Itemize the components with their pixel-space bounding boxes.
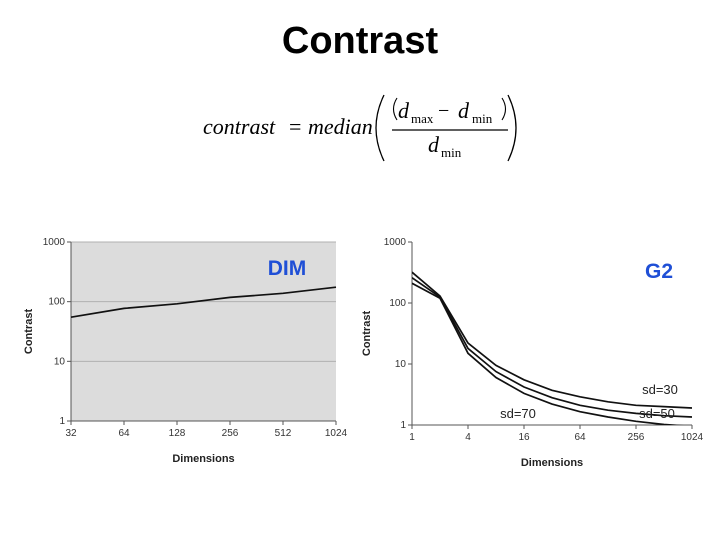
series-line-3 (412, 282, 684, 425)
y-tick-label: 100 (48, 297, 65, 308)
panel-label: G2 (645, 260, 673, 283)
y-axis-title: Contrast (23, 309, 35, 355)
formula-num-b: d (458, 98, 470, 123)
formula-equals: = (289, 114, 301, 139)
slide-title: Contrast (281, 20, 439, 62)
formula-den: d (428, 132, 440, 157)
y-tick-label: 10 (54, 356, 66, 367)
x-tick-label: 256 (222, 428, 239, 439)
g2-chart: 1 10 100 1000 1 4 16 64 256 1024 Dimensions Contras… (361, 237, 704, 469)
x-axis-title: Dimensions (172, 453, 234, 465)
x-tick-label: 1024 (325, 428, 348, 439)
formula-func: median (308, 114, 373, 139)
formula-num-a-sub: max (411, 111, 434, 126)
formula-minus: − (438, 100, 449, 122)
formula-num-b-sub: min (472, 111, 493, 126)
x-axis-title: Dimensions (521, 457, 583, 469)
y-tick-label: 1000 (384, 237, 407, 248)
y-axis-title: Contrast (361, 311, 373, 357)
y-tick-label: 1 (59, 416, 65, 427)
x-tick-label: 512 (275, 428, 292, 439)
x-tick-label: 64 (574, 432, 586, 443)
x-tick-label: 32 (65, 428, 77, 439)
x-tick-label: 128 (169, 428, 186, 439)
formula-inner-right-paren (501, 97, 507, 121)
y-tick-label: 1000 (43, 237, 66, 248)
x-tick-label: 256 (628, 432, 645, 443)
x-tick-label: 64 (118, 428, 130, 439)
formula-right-paren (507, 94, 517, 162)
formula-inner-left-paren (392, 97, 398, 121)
series-annotation: sd=70 (500, 406, 536, 421)
y-tick-label: 1 (400, 420, 406, 431)
series-line-2 (412, 277, 692, 418)
formula-num-a: d (398, 98, 410, 123)
formula-den-sub: min (441, 145, 462, 160)
formula-lhs: contrast (203, 114, 276, 139)
y-tick-label: 10 (395, 359, 407, 370)
y-tick-label: 100 (389, 298, 406, 309)
series-annotation: sd=30 (642, 382, 678, 397)
dim-chart: 1 10 100 1000 32 64 128 256 512 1024 Dimensions Con… (23, 237, 348, 465)
contrast-formula: contrast = median d max − d min d min (203, 94, 517, 162)
x-tick-label: 4 (465, 432, 471, 443)
formula-left-paren (375, 94, 385, 162)
series-annotation: sd=50 (639, 406, 675, 421)
panel-label: DIM (268, 257, 307, 280)
x-tick-label: 1 (409, 432, 415, 443)
x-tick-label: 16 (518, 432, 530, 443)
plot-area (71, 242, 336, 421)
series-line-1 (412, 271, 692, 409)
series-line-1 (70, 286, 337, 319)
x-tick-label: 1024 (681, 432, 704, 443)
